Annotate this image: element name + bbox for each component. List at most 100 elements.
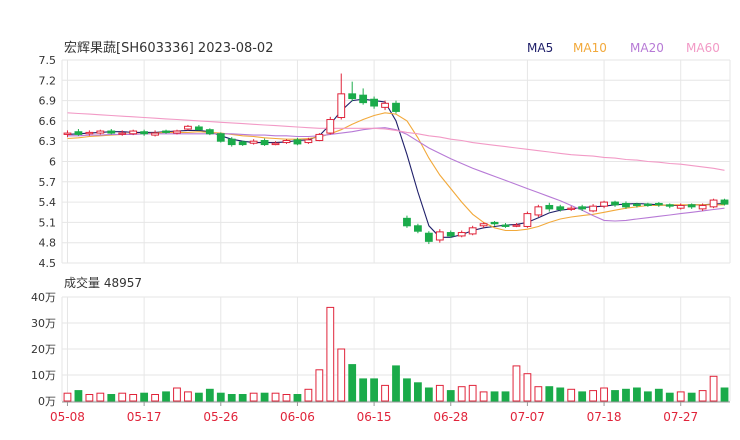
candle-body bbox=[709, 199, 718, 208]
candle bbox=[545, 202, 554, 212]
candle-body bbox=[403, 217, 411, 227]
candle bbox=[249, 139, 258, 145]
candle-body bbox=[348, 93, 357, 100]
candle-body bbox=[490, 221, 499, 225]
candle-body bbox=[578, 206, 587, 210]
volume-bar bbox=[96, 392, 105, 402]
candle-body bbox=[622, 202, 630, 208]
moving-average-lines bbox=[67, 98, 725, 238]
legend-item-ma60: MA60 bbox=[686, 41, 720, 55]
candle bbox=[556, 204, 565, 212]
candle-body bbox=[293, 139, 302, 145]
volume-bar bbox=[698, 390, 707, 402]
candle bbox=[184, 124, 192, 131]
volume-tick-label: 20万 bbox=[31, 343, 56, 356]
candle-body bbox=[107, 130, 116, 134]
volume-bar bbox=[654, 388, 663, 402]
candle-body bbox=[512, 224, 521, 227]
price-tick-label: 5.7 bbox=[39, 176, 57, 189]
volume-bar bbox=[556, 387, 565, 402]
volume-bar bbox=[501, 391, 510, 402]
candle-body bbox=[216, 133, 225, 142]
candle bbox=[446, 230, 455, 238]
volume-bar bbox=[337, 348, 346, 402]
candle bbox=[479, 222, 488, 228]
candle-body bbox=[633, 203, 641, 206]
volume-bar bbox=[479, 391, 488, 402]
candle bbox=[622, 201, 630, 209]
candle bbox=[435, 229, 444, 243]
volume-bar bbox=[534, 386, 543, 402]
candle-body bbox=[501, 224, 510, 227]
volume-bar bbox=[249, 392, 258, 402]
price-y-axis: 7.5 7.2 6.9 6.6 6.3 6 5.7 5.4 5.1 4.8 4.5 bbox=[39, 54, 57, 270]
candle bbox=[534, 204, 543, 217]
price-grid bbox=[61, 59, 731, 264]
volume-bar bbox=[326, 306, 335, 402]
date-tick-label: 05-26 bbox=[203, 410, 238, 424]
volume-bar bbox=[468, 384, 477, 402]
candle bbox=[118, 130, 127, 136]
volume-bar bbox=[173, 387, 181, 402]
candle-body bbox=[545, 204, 554, 210]
volume-bar bbox=[490, 391, 499, 402]
volume-bar bbox=[304, 388, 313, 402]
candle-body bbox=[74, 131, 83, 135]
volume-bar bbox=[151, 394, 159, 402]
date-tick-label: 06-28 bbox=[433, 410, 468, 424]
candle bbox=[501, 223, 510, 228]
candle bbox=[687, 203, 696, 209]
volume-bar bbox=[293, 394, 302, 402]
candle bbox=[238, 140, 247, 146]
volume-bar bbox=[370, 378, 378, 402]
candle bbox=[424, 231, 433, 245]
date-x-axis: 05-08 05-17 05-26 06-06 06-15 06-28 07-07 07-18… bbox=[50, 401, 730, 424]
candle-body bbox=[271, 142, 280, 146]
candle bbox=[512, 223, 521, 228]
price-tick-label: 6.9 bbox=[39, 95, 57, 108]
volume-bar bbox=[282, 394, 291, 402]
volume-bar bbox=[578, 391, 587, 402]
candle bbox=[216, 132, 225, 143]
candle bbox=[654, 202, 663, 207]
volume-bar bbox=[140, 392, 149, 402]
candle-body bbox=[457, 232, 466, 237]
date-tick-label: 05-17 bbox=[127, 410, 162, 424]
candle bbox=[337, 73, 346, 120]
candle bbox=[523, 211, 532, 228]
candle bbox=[304, 137, 313, 144]
volume-bar bbox=[129, 394, 138, 402]
volume-bar bbox=[687, 392, 696, 402]
candle bbox=[162, 129, 170, 134]
price-tick-label: 4.5 bbox=[39, 257, 57, 270]
candle-body bbox=[424, 232, 433, 242]
candle-body bbox=[556, 206, 565, 211]
volume-bar bbox=[315, 369, 324, 402]
volume-tick-label: 30万 bbox=[31, 317, 56, 330]
candle bbox=[490, 221, 499, 226]
candle bbox=[293, 137, 302, 146]
volume-bar bbox=[184, 391, 192, 402]
date-tick-label: 06-06 bbox=[280, 410, 315, 424]
volume-bar bbox=[403, 378, 411, 402]
candle bbox=[468, 225, 477, 236]
candle-body bbox=[194, 126, 203, 131]
date-tick-label: 07-27 bbox=[663, 410, 698, 424]
candle-body bbox=[665, 204, 674, 207]
volume-bar bbox=[260, 392, 269, 402]
candle-body bbox=[162, 130, 170, 133]
volume-bar bbox=[118, 392, 127, 402]
candle-body bbox=[151, 132, 159, 136]
candle bbox=[414, 223, 422, 234]
volume-bar bbox=[414, 382, 422, 402]
chart-title: 宏辉果蔬[SH603336] 2023-08-02 bbox=[64, 41, 273, 56]
candle bbox=[326, 116, 335, 135]
volume-tick-label: 40万 bbox=[31, 291, 56, 304]
candle bbox=[107, 129, 116, 135]
candle bbox=[74, 129, 83, 136]
candle bbox=[260, 138, 269, 146]
price-tick-label: 5.4 bbox=[39, 196, 57, 209]
candle-body bbox=[589, 205, 598, 212]
price-tick-label: 6.3 bbox=[39, 135, 57, 148]
volume-bar bbox=[600, 387, 608, 402]
